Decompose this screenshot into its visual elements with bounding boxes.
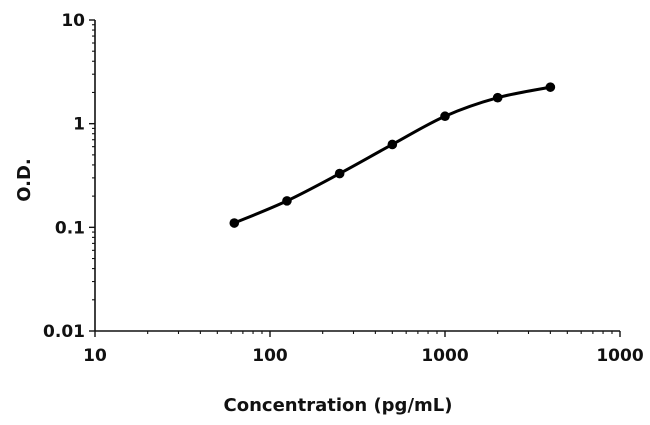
- ticks: [89, 19, 621, 337]
- y-axis-title: O.D.: [14, 158, 35, 202]
- y-tick-label: 0.1: [55, 218, 85, 238]
- data-point: [282, 196, 292, 206]
- x-axis-title: Concentration (pg/mL): [224, 395, 453, 416]
- fit-curve: [232, 85, 552, 225]
- x-tick-label: 10: [83, 346, 107, 366]
- data-points: [229, 82, 556, 228]
- axes: [94, 20, 620, 332]
- tick-labels: 0.01 0.1 1 10 10 100 1000 1000: [43, 11, 644, 366]
- data-point: [229, 218, 240, 228]
- y-tick-label: 10: [61, 11, 85, 31]
- x-tick-label: 1000: [596, 346, 643, 366]
- data-point: [334, 168, 345, 179]
- data-point: [440, 111, 450, 122]
- y-tick-label: 1: [73, 115, 85, 135]
- x-tick-label: 100: [252, 346, 288, 366]
- x-tick-label: 1000: [421, 346, 468, 366]
- y-tick-label: 0.01: [43, 322, 85, 342]
- data-point: [492, 92, 503, 103]
- data-point: [387, 139, 398, 150]
- data-point: [545, 82, 556, 92]
